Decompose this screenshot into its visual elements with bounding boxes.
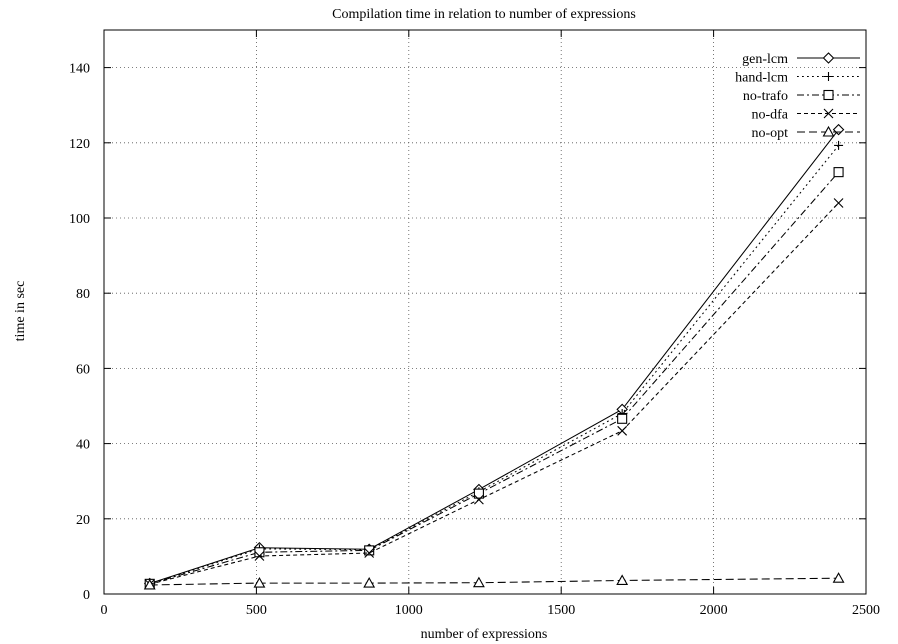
x-tick-label-2000: 2000: [700, 603, 728, 618]
y-tick-label-80: 80: [76, 287, 90, 302]
x-tick-label-1000: 1000: [395, 603, 423, 618]
series-line-no-opt: [149, 577, 839, 586]
series-line-hand-lcm: [149, 145, 839, 585]
ticks-layer: 0 500 1000 1500 2000 2500 0 20 40 60 80 100 120 140: [69, 30, 880, 618]
legend-marker-gen-lcm: [822, 52, 835, 64]
series-no-opt: [143, 572, 845, 590]
series-no-trafo: [144, 167, 844, 589]
legend-label-gen-lcm: gen-lcm: [742, 52, 788, 67]
series-line-gen-lcm: [149, 129, 839, 584]
point-no-opt-3: [363, 576, 376, 588]
chart-title: Compilation time in relation to number o…: [332, 7, 636, 22]
legend-marker-hand-lcm: [824, 72, 833, 81]
point-no-opt-4: [472, 576, 485, 588]
legend-layer: gen-lcm hand-lcm no-trafo no-dfa no-opt: [735, 52, 860, 141]
point-no-opt-5: [616, 574, 629, 586]
series-layer: [143, 123, 845, 590]
point-no-dfa-3: [364, 548, 375, 558]
point-no-trafo-6: [833, 167, 844, 178]
legend-label-no-opt: no-opt: [751, 126, 788, 141]
x-axis-label: number of expressions: [421, 627, 548, 642]
point-no-trafo-4: [473, 488, 484, 499]
series-no-dfa: [144, 198, 844, 590]
legend-marker-no-trafo: [823, 89, 834, 101]
legend-label-no-trafo: no-trafo: [743, 89, 788, 104]
x-tick-label-2500: 2500: [852, 603, 880, 618]
y-tick-label-120: 120: [69, 137, 90, 152]
y-tick-label-60: 60: [76, 362, 90, 377]
axes-layer: [103, 29, 867, 595]
series-gen-lcm: [143, 123, 845, 590]
series-line-no-dfa: [149, 202, 839, 585]
legend-marker-no-dfa: [823, 108, 834, 119]
point-no-trafo-3: [364, 545, 375, 556]
x-tick-label-500: 500: [246, 603, 267, 618]
point-no-opt-2: [253, 576, 266, 588]
y-tick-label-0: 0: [83, 588, 90, 603]
grid-layer: [104, 30, 866, 594]
point-no-opt-1: [143, 578, 156, 590]
y-tick-label-140: 140: [69, 62, 90, 77]
series-line-no-trafo: [149, 171, 839, 585]
point-no-trafo-5: [617, 413, 628, 424]
legend-label-hand-lcm: hand-lcm: [735, 71, 788, 86]
point-no-dfa-5: [617, 425, 628, 436]
legend-marker-no-opt: [822, 125, 835, 137]
point-no-dfa-4: [474, 494, 484, 505]
x-tick-label-1500: 1500: [547, 603, 575, 618]
point-no-dfa-6: [833, 198, 844, 208]
point-gen-lcm-6: [832, 123, 845, 136]
plot-frame: [103, 29, 867, 595]
y-tick-label-100: 100: [69, 212, 90, 227]
x-tick-label-0: 0: [101, 603, 108, 618]
point-no-opt-6: [832, 572, 845, 583]
point-no-dfa-2: [254, 551, 265, 561]
y-tick-label-40: 40: [76, 438, 90, 453]
y-axis-label: time in sec: [13, 281, 28, 342]
legend-label-no-dfa: no-dfa: [751, 108, 788, 123]
series-hand-lcm: [145, 140, 844, 589]
point-hand-lcm-6: [834, 140, 844, 150]
y-tick-label-20: 20: [76, 513, 90, 528]
